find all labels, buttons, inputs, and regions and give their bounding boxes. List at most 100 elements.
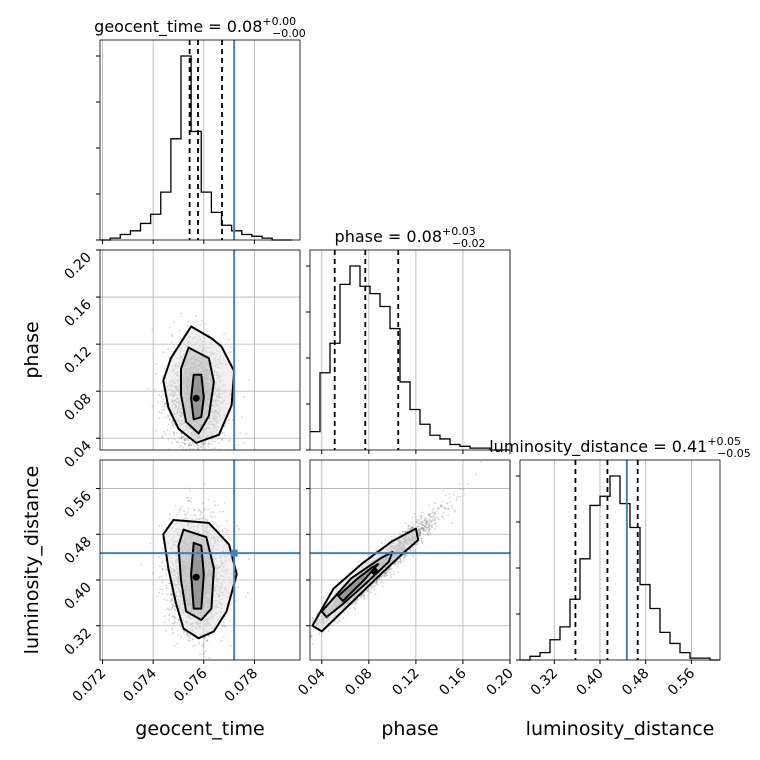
sample-point <box>180 437 183 440</box>
sample-point <box>192 448 195 450</box>
sample-point <box>188 439 190 441</box>
sample-point <box>173 608 176 611</box>
sample-point <box>163 405 166 407</box>
sample-point <box>221 439 224 442</box>
sample-point <box>166 429 169 431</box>
sample-point <box>224 625 226 628</box>
sample-point <box>202 642 205 645</box>
sample-point <box>225 531 228 534</box>
sample-point <box>161 588 163 591</box>
sample-point <box>184 439 187 442</box>
sample-point <box>194 514 197 517</box>
sample-point <box>204 323 207 326</box>
sample-point <box>197 444 199 447</box>
sample-point <box>206 639 209 642</box>
sample-point <box>178 619 180 621</box>
panel-background <box>100 40 300 240</box>
sample-point <box>162 351 165 354</box>
sample-point <box>204 518 207 521</box>
sample-point <box>165 573 167 576</box>
sample-point <box>168 513 171 516</box>
sample-point <box>174 609 177 612</box>
sample-point <box>192 638 194 640</box>
sample-point <box>194 644 197 647</box>
sample-point <box>195 517 198 520</box>
panel-frame <box>99 39 301 241</box>
sample-point <box>173 622 175 625</box>
sample-point <box>221 432 224 434</box>
sample-point <box>199 324 202 326</box>
sample-point <box>211 633 213 636</box>
sample-point <box>164 615 166 617</box>
sample-point <box>185 517 188 520</box>
sample-point <box>189 489 191 492</box>
sample-point <box>197 508 200 511</box>
sample-point <box>174 605 177 608</box>
sample-point <box>214 447 217 450</box>
histogram-geocent-time <box>100 55 293 241</box>
sample-point <box>165 630 167 632</box>
sample-point <box>160 561 163 564</box>
sample-point <box>174 605 176 608</box>
sample-point <box>172 605 175 607</box>
sample-point <box>203 482 206 485</box>
sample-point <box>225 519 228 522</box>
sample-point <box>223 333 226 336</box>
sample-point <box>189 447 192 450</box>
sample-point <box>198 510 201 512</box>
sample-point <box>162 389 165 392</box>
sample-point <box>183 435 185 437</box>
sample-point <box>199 513 202 516</box>
sample-point <box>210 443 213 445</box>
sample-point <box>171 604 174 607</box>
sample-point <box>170 340 173 343</box>
sample-point <box>200 511 203 514</box>
sample-point <box>189 639 191 642</box>
sample-point <box>241 415 243 418</box>
sample-point <box>219 341 221 344</box>
sample-point <box>169 414 171 417</box>
sample-point <box>195 315 198 318</box>
sample-point <box>177 621 180 624</box>
sample-point <box>186 496 188 499</box>
sample-point <box>167 348 170 351</box>
sample-point <box>193 514 195 516</box>
sample-point <box>175 440 178 443</box>
sample-point <box>223 624 225 627</box>
sample-point <box>194 321 196 324</box>
scatter-geocent-time-vs-phase <box>96 249 301 451</box>
sample-point <box>163 621 166 623</box>
sample-point <box>220 438 223 441</box>
sample-point <box>168 356 170 359</box>
sample-point <box>168 582 171 585</box>
sample-point <box>166 569 168 572</box>
sample-point <box>161 409 164 411</box>
sample-point <box>163 367 166 370</box>
sample-point <box>198 643 201 645</box>
sample-point <box>170 592 172 595</box>
sample-point <box>166 593 169 596</box>
sample-point <box>158 417 160 420</box>
sample-point <box>197 447 199 450</box>
sample-point <box>217 504 220 507</box>
sample-point <box>202 442 205 444</box>
sample-point <box>242 442 245 444</box>
sample-point <box>169 600 172 603</box>
sample-point <box>188 637 191 640</box>
sample-point <box>206 640 209 643</box>
sample-point <box>212 500 215 503</box>
sample-point <box>168 609 171 611</box>
sample-point <box>208 656 211 659</box>
sample-point <box>168 582 171 585</box>
sample-point <box>172 349 175 352</box>
sample-point <box>189 500 192 503</box>
sample-point <box>171 422 174 425</box>
sample-point <box>224 434 226 437</box>
sample-point <box>224 424 227 427</box>
sample-point <box>223 618 226 620</box>
sample-point <box>187 445 190 447</box>
sample-point <box>204 636 207 638</box>
sample-point <box>197 447 200 449</box>
sample-point <box>211 448 214 450</box>
